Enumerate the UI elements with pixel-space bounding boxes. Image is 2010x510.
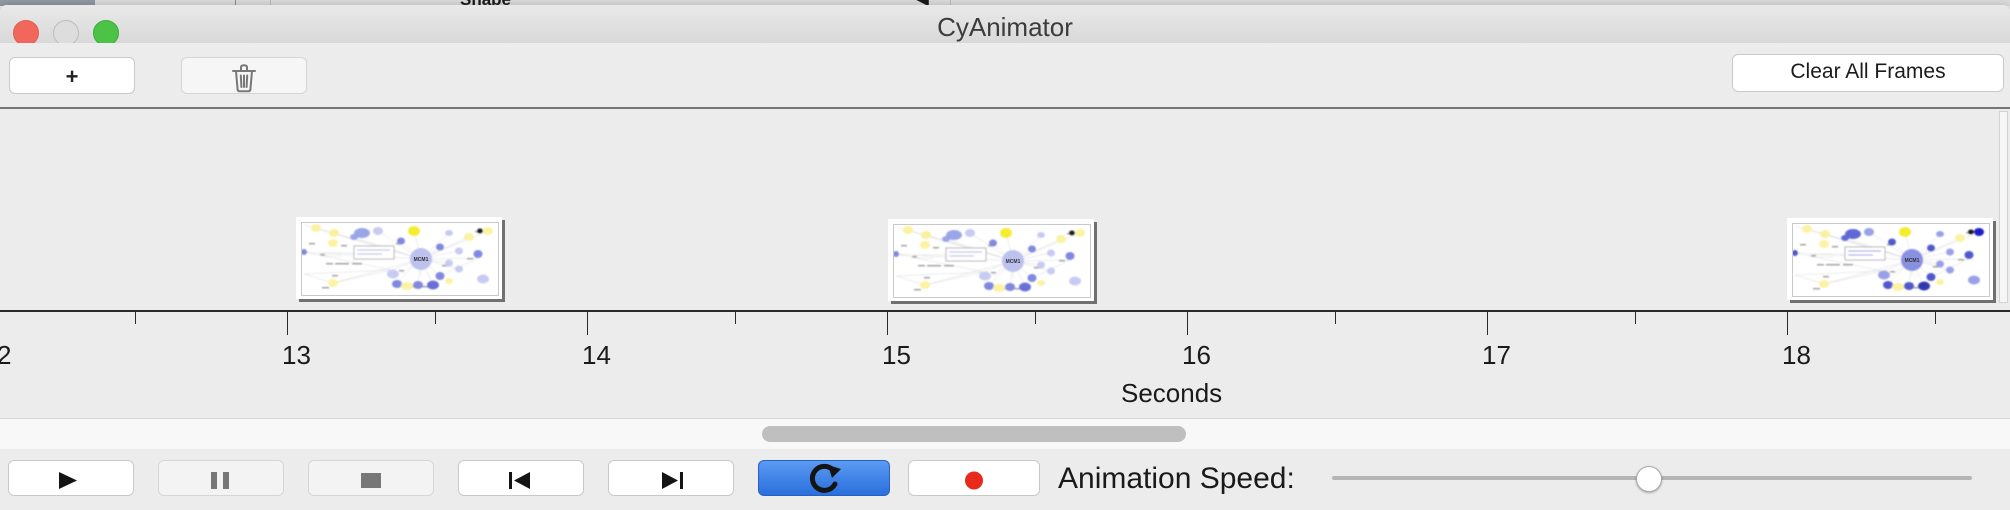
svg-text:MCM1: MCM1	[1905, 258, 1920, 264]
svg-text:MCM1: MCM1	[1006, 259, 1021, 265]
svg-text:MCM1: MCM1	[414, 257, 429, 263]
